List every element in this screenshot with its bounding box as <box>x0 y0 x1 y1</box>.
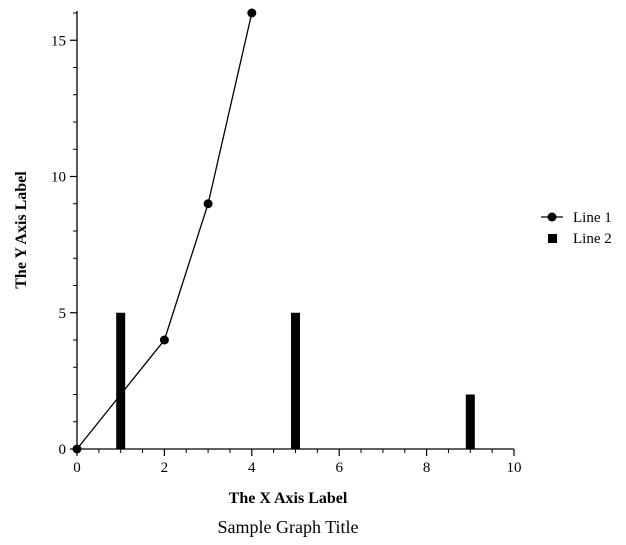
bar-line-2-1 <box>291 312 300 449</box>
x-tick-label: 0 <box>73 460 81 476</box>
point-line-1-0 <box>72 444 82 454</box>
plot-ticks: 0 2 4 6 8 10 0 5 10 15 <box>51 12 522 476</box>
bar-line-2-0 <box>116 312 126 449</box>
x-tick-label: 2 <box>161 460 169 476</box>
series-line-1-path <box>76 12 253 450</box>
legend-line-2-marker <box>548 234 557 243</box>
x-tick-label: 8 <box>423 460 431 476</box>
legend-label-line-2: Line 2 <box>573 231 612 247</box>
legend-label-line-1: Line 1 <box>573 210 612 226</box>
x-axis-label: The X Axis Label <box>229 490 348 507</box>
point-line-1-2 <box>203 199 213 209</box>
point-line-1-1 <box>159 335 169 345</box>
legend: Line 1 Line 2 <box>541 210 612 247</box>
legend-line-1-marker <box>547 212 557 222</box>
y-tick-label: 10 <box>51 170 66 186</box>
y-axis-label: The Y Axis Label <box>13 171 30 289</box>
y-tick-label: 15 <box>51 33 66 49</box>
x-tick-label: 6 <box>335 460 343 476</box>
y-tick-label: 0 <box>59 442 67 458</box>
chart-title: Sample Graph Title <box>217 517 358 537</box>
y-tick-label: 5 <box>59 306 67 322</box>
plot-marks <box>72 8 475 454</box>
bar-line-2-2 <box>465 394 475 449</box>
legend-item-line-2: Line 2 <box>548 231 612 247</box>
x-tick-label: 10 <box>507 460 522 476</box>
point-line-1-3 <box>247 8 257 18</box>
x-tick-label: 4 <box>248 460 256 476</box>
legend-item-line-1: Line 1 <box>541 210 612 226</box>
